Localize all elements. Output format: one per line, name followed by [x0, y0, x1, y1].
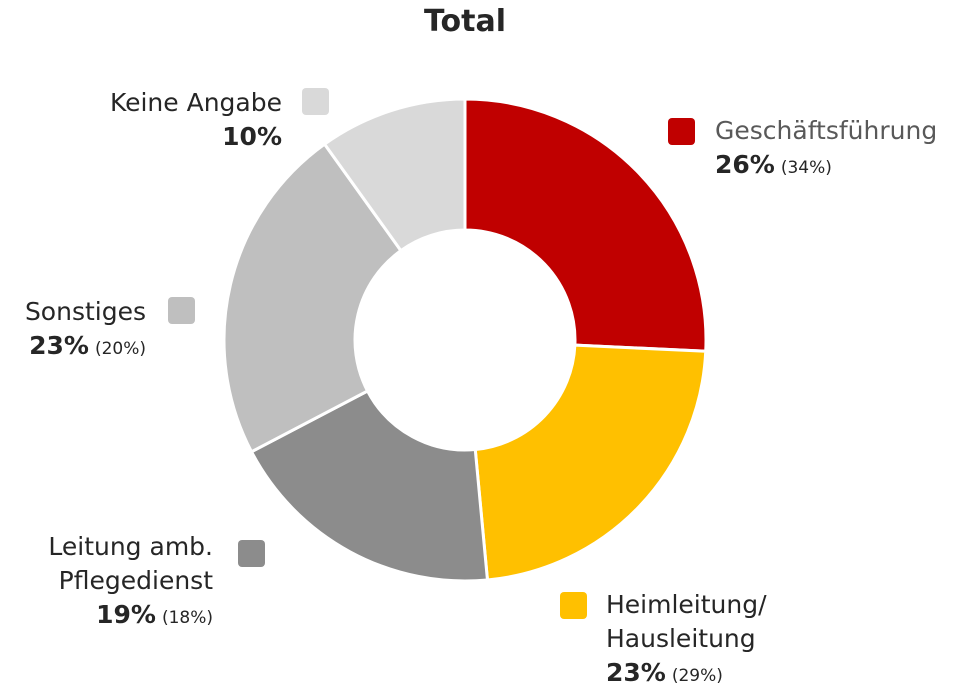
- legend-swatch: [238, 540, 265, 567]
- category-label: Sonstiges: [24, 297, 146, 326]
- data-label: Leitung amb. Pflegedienst 19% (18%): [48, 530, 213, 635]
- category-label: Heimleitung/ Hausleitung: [606, 590, 767, 653]
- data-label: Keine Angabe 10%: [110, 86, 282, 154]
- category-label: Leitung amb. Pflegedienst: [48, 532, 213, 595]
- value-label: 19%: [96, 600, 156, 629]
- legend-swatch: [560, 592, 587, 619]
- donut-slice: [249, 388, 490, 583]
- donut-slice: [222, 142, 403, 454]
- value-label: 10%: [222, 122, 282, 151]
- legend-swatch: [168, 297, 195, 324]
- comparison-label: (18%): [161, 608, 213, 628]
- donut-slice: [463, 97, 708, 353]
- value-line: 23% (20%): [25, 329, 146, 366]
- value-line: 26% (34%): [715, 148, 937, 185]
- value-line: 10%: [110, 120, 282, 154]
- comparison-label: (29%): [671, 666, 723, 686]
- comparison-label: (20%): [94, 339, 146, 359]
- chart-title: Total: [424, 4, 506, 39]
- value-label: 26%: [715, 150, 775, 179]
- comparison-label: (34%): [780, 158, 832, 178]
- value-label: 23%: [606, 658, 666, 687]
- data-label: Geschäftsführung 26% (34%): [715, 114, 937, 185]
- category-label: Keine Angabe: [109, 88, 282, 117]
- legend-swatch: [302, 88, 329, 115]
- legend-swatch: [668, 118, 695, 145]
- value-line: 23% (29%): [606, 656, 767, 693]
- data-label: Sonstiges 23% (20%): [25, 295, 146, 366]
- data-label: Heimleitung/ Hausleitung 23% (29%): [606, 588, 767, 693]
- category-label: Geschäftsführung: [715, 116, 938, 145]
- donut-slice: [322, 97, 467, 253]
- donut-slice: [473, 343, 708, 582]
- value-line: 19% (18%): [48, 598, 213, 635]
- value-label: 23%: [29, 331, 89, 360]
